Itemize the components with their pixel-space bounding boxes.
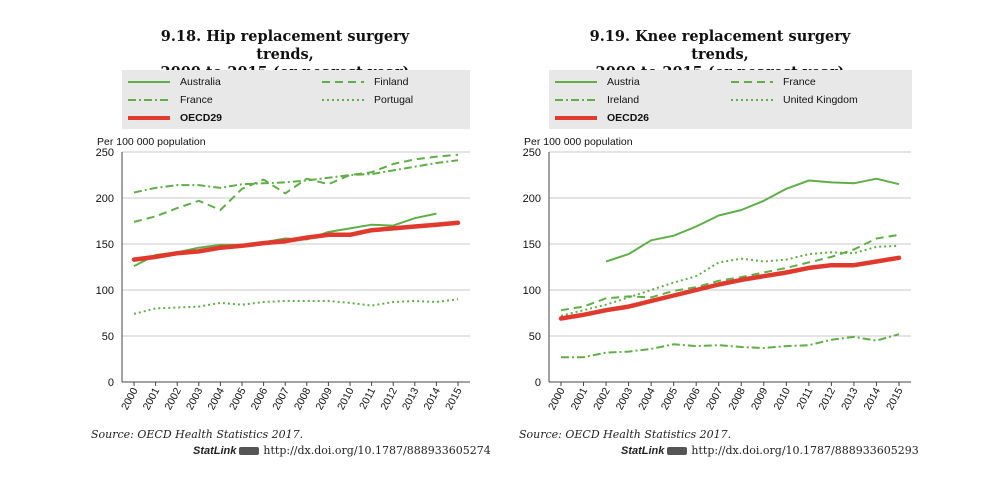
x-tick-label: 2009 [313, 386, 335, 412]
legend-label: France [180, 94, 213, 106]
x-tick-label: 2005 [659, 386, 681, 412]
series-line-france [133, 159, 459, 194]
x-tick-label: 2012 [378, 386, 400, 412]
chart1-ylabel: Per 100 000 population [97, 136, 206, 148]
legend-label: OECD26 [607, 112, 650, 124]
legend-label: Portugal [374, 94, 414, 106]
x-tick-label: 2013 [839, 386, 861, 412]
statlink-icon [667, 447, 688, 456]
chart2-statlink[interactable]: StatLink http://dx.doi.org/10.1787/888933… [621, 444, 919, 457]
series-line-finland [133, 153, 459, 223]
x-tick-label: 2007 [270, 386, 292, 412]
y-tick-label: 50 [102, 331, 114, 343]
statlink-logo: StatLink [621, 445, 665, 457]
x-tick-label: 2011 [357, 386, 378, 412]
x-tick-label: 2006 [249, 386, 271, 412]
x-tick-label: 2015 [884, 386, 906, 412]
x-tick-label: 2015 [443, 386, 465, 412]
x-tick-label: 2013 [400, 386, 422, 412]
x-tick-label: 2014 [862, 386, 884, 412]
statlink-logo: StatLink [193, 445, 237, 457]
chart2-title-line1: 9.19. Knee replacement surgery trends, [589, 28, 851, 63]
series-line-portugal [133, 298, 459, 315]
x-tick-label: 2001 [569, 386, 591, 412]
legend-label: Finland [374, 76, 409, 88]
y-tick-label: 150 [96, 239, 114, 251]
series-line-oecd29 [131, 220, 461, 262]
series-line-austria [605, 177, 900, 263]
x-tick-label: 2008 [292, 386, 314, 412]
series-line-france [560, 233, 900, 312]
x-tick-label: 2008 [726, 386, 748, 412]
chart2-ylabel: Per 100 000 population [524, 136, 633, 148]
y-tick-label: 150 [523, 239, 541, 251]
y-tick-label: 0 [108, 377, 114, 389]
y-tick-label: 200 [523, 193, 541, 205]
y-tick-label: 50 [529, 331, 541, 343]
statlink-url[interactable]: http://dx.doi.org/10.1787/888933605293 [691, 444, 919, 457]
x-tick-label: 2010 [335, 386, 357, 412]
x-tick-label: 2006 [681, 386, 703, 412]
chart1-title-line1: 9.18. Hip replacement surgery trends, [160, 28, 410, 63]
y-tick-label: 250 [523, 147, 541, 159]
x-tick-label: 2002 [591, 386, 613, 412]
legend-label: Ireland [607, 94, 640, 106]
legend-label: OECD29 [180, 112, 223, 124]
legend-label: Australia [180, 76, 221, 88]
x-tick-label: 2003 [614, 386, 636, 412]
y-tick-label: 100 [96, 285, 114, 297]
legend-label: United Kingdom [783, 94, 858, 106]
x-tick-label: 2004 [636, 386, 658, 412]
x-tick-label: 2007 [704, 386, 726, 412]
y-tick-label: 0 [535, 377, 541, 389]
x-tick-label: 2000 [546, 386, 568, 412]
series-line-ireland [561, 333, 900, 359]
statlink-icon [239, 447, 260, 456]
x-tick-label: 2011 [794, 386, 815, 412]
x-tick-label: 2002 [162, 386, 184, 412]
y-tick-label: 250 [96, 147, 114, 159]
x-tick-label: 2014 [421, 386, 443, 412]
x-tick-label: 2004 [205, 386, 227, 412]
y-tick-label: 100 [523, 285, 541, 297]
chart1-source: Source: OECD Health Statistics 2017. [91, 428, 304, 441]
x-tick-label: 2001 [141, 386, 163, 412]
chart2-source: Source: OECD Health Statistics 2017. [519, 428, 732, 441]
x-tick-label: 2003 [184, 386, 206, 412]
series-line-oecd26 [558, 255, 902, 321]
legend-label: France [783, 76, 816, 88]
y-tick-label: 200 [96, 193, 114, 205]
chart1-statlink[interactable]: StatLink http://dx.doi.org/10.1787/888933… [193, 444, 491, 457]
x-tick-label: 2010 [771, 386, 793, 412]
x-tick-label: 2009 [749, 386, 771, 412]
x-tick-label: 2000 [119, 386, 141, 412]
statlink-url[interactable]: http://dx.doi.org/10.1787/888933605274 [263, 444, 491, 457]
x-tick-label: 2005 [227, 386, 249, 412]
chart1-legend: Australia Finland France Portugal OECD29 [122, 70, 470, 129]
x-tick-label: 2012 [816, 386, 838, 412]
chart2-legend: Austria France Ireland United Kingdom OE… [549, 70, 912, 129]
legend-label: Austria [607, 76, 640, 88]
